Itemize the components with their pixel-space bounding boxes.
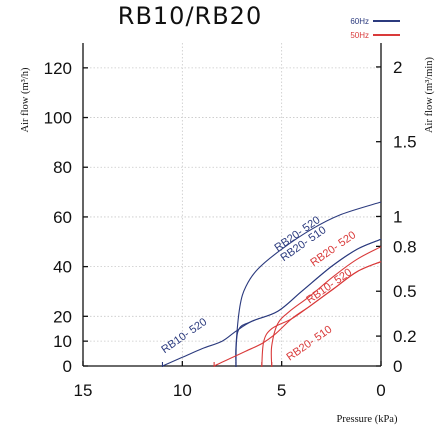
y-right-tick-label: 1.5 <box>393 133 417 152</box>
y-right-tick-label: 0.8 <box>393 237 417 256</box>
series-rb20-510-50hz-label: RB20- 510 <box>284 323 334 363</box>
x-tick-label: 0 <box>376 381 385 400</box>
series-lines <box>161 201 382 367</box>
x-tick-label: 5 <box>277 381 286 400</box>
legend-label-50hz: 50Hz <box>350 31 369 40</box>
y-right-tick-label: 2 <box>393 58 402 77</box>
tick-labels: 0 10 20 40 60 80 100 120 0 0.2 0.5 0.8 1 1.5 2 15 10 5 0 <box>44 58 417 400</box>
axes <box>82 43 382 367</box>
y-right-tick-label: 0.5 <box>393 282 417 301</box>
y-axis-label-left: Air flow (m³/h) <box>20 67 31 132</box>
series-rb10-520-50hz-label: RB10- 520 <box>304 266 354 306</box>
y-left-tick-label: 80 <box>53 158 72 177</box>
y-left-tick-label: 0 <box>63 357 72 376</box>
y-left-tick-label: 40 <box>53 258 72 277</box>
y-left-tick-label: 10 <box>53 332 72 351</box>
y-left-tick-label: 20 <box>53 307 72 326</box>
y-right-tick-label: 0 <box>393 357 402 376</box>
x-tick-label: 10 <box>173 381 192 400</box>
y-right-tick-label: 0.2 <box>393 327 417 346</box>
series-rb10-520-60hz-line <box>162 238 382 367</box>
legend: 60Hz 50Hz <box>350 17 400 40</box>
series-rb20-510-50hz-line <box>261 261 382 367</box>
y-left-tick-label: 100 <box>44 109 72 128</box>
x-tick-label: 15 <box>74 381 93 400</box>
series-rb10-520-60hz-label: RB10- 520 <box>159 316 209 356</box>
legend-label-60hz: 60Hz <box>350 17 369 26</box>
y-axis-label-right: Air flow (m³/min) <box>424 56 435 133</box>
grid <box>83 43 381 366</box>
chart-title: RB10/RB20 <box>118 2 262 30</box>
y-left-tick-label: 120 <box>44 59 72 78</box>
y-right-tick-label: 1 <box>393 207 402 226</box>
y-left-tick-label: 60 <box>53 208 72 227</box>
series-rb20-520-50hz-line <box>270 246 382 367</box>
x-axis-label: Pressure (kPa) <box>337 414 398 425</box>
